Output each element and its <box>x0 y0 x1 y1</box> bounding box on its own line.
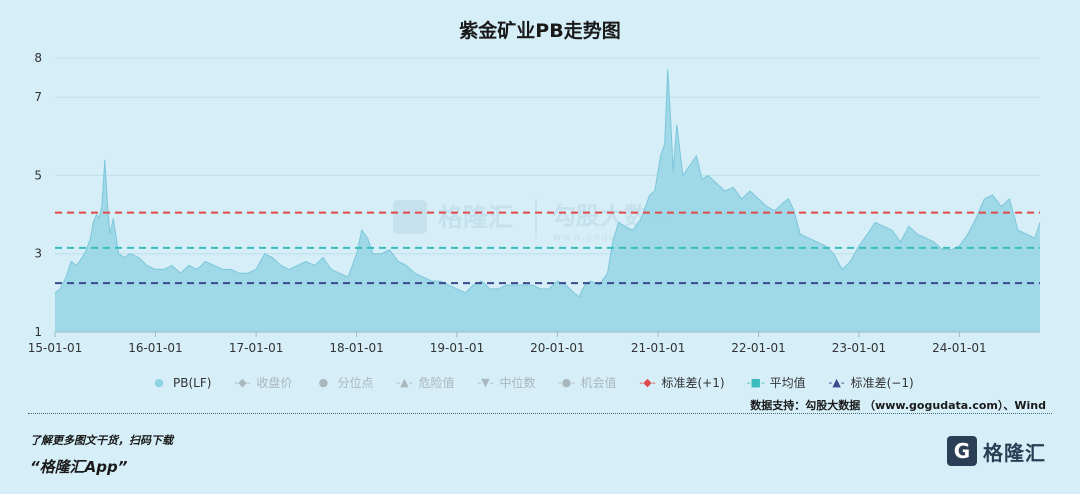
legend-label: 机会值 <box>580 376 617 390</box>
x-tick-label: 20-01-01 <box>530 341 584 355</box>
legend-item[interactable]: -▲- 标准差(−1) <box>828 374 914 391</box>
legend-label: 中位数 <box>499 376 536 390</box>
legend-symbol-icon: ● <box>154 376 164 389</box>
brand-name: 格隆汇 <box>983 440 1046 465</box>
legend-label: 分位点 <box>337 376 374 390</box>
legend-label: 标准差(−1) <box>850 376 914 390</box>
legend-label: PB(LF) <box>173 375 212 390</box>
legend-item[interactable]: ● PB(LF) <box>150 374 211 391</box>
legend-item[interactable]: -■- 平均值 <box>747 374 806 391</box>
legend-symbol-icon: ● <box>318 376 329 389</box>
y-tick-label: 3 <box>34 247 42 261</box>
watermark-logo-icon <box>393 200 427 234</box>
x-tick-label: 22-01-01 <box>731 341 785 355</box>
promo-app-name: “格隆汇App” <box>30 458 128 476</box>
legend-label: 标准差(+1) <box>661 376 725 390</box>
x-tick-label: 23-01-01 <box>832 341 886 355</box>
legend-symbol-icon: -◆- <box>234 376 251 389</box>
divider <box>28 413 1052 414</box>
data-source: 数据支持：勾股大数据 （www.gogudata.com）、Wind <box>750 399 1046 412</box>
x-tick-label: 18-01-01 <box>329 341 383 355</box>
legend-label: 收盘价 <box>256 376 293 390</box>
promo-text: 了解更多图文干货，扫码下载 <box>30 434 173 447</box>
legend-symbol-icon: -▲- <box>828 376 845 389</box>
x-tick-label: 19-01-01 <box>430 341 484 355</box>
legend-item[interactable]: -◆- 收盘价 <box>233 374 292 391</box>
legend-item[interactable]: -●- 机会值 <box>557 374 617 391</box>
legend-item[interactable]: -◆- 标准差(+1) <box>639 374 725 391</box>
pb-line <box>54 69 1041 298</box>
x-tick-label: 16-01-01 <box>128 341 182 355</box>
x-tick-label: 21-01-01 <box>631 341 685 355</box>
y-tick-label: 5 <box>34 168 42 182</box>
y-tick-label: 1 <box>34 325 42 339</box>
legend-symbol-icon: -■- <box>746 376 765 389</box>
x-tick-label: 15-01-01 <box>28 341 82 355</box>
x-tick-label: 17-01-01 <box>229 341 283 355</box>
legend-item[interactable]: -▲- 危险值 <box>395 374 454 391</box>
legend-symbol-icon: -▲- <box>396 376 413 389</box>
legend-label: 平均值 <box>769 376 806 390</box>
legend-label: 危险值 <box>418 376 455 390</box>
brand-logo: G 格隆汇 <box>947 436 1046 466</box>
legend-symbol-icon: -▼- <box>477 376 494 389</box>
y-tick-label: 7 <box>34 90 42 104</box>
legend-symbol-icon: -●- <box>557 376 576 389</box>
x-tick-label: 24-01-01 <box>932 341 986 355</box>
pb-area <box>55 69 1040 332</box>
brand-g-icon: G <box>947 436 977 466</box>
y-tick-label: 8 <box>34 51 42 65</box>
legend: ● PB(LF) -◆- 收盘价 ● 分位点 -▲- 危险值 -▼- 中位数 -●- 机会值 -◆- 标准… <box>150 374 950 391</box>
chart-title: 紫金矿业PB走势图 <box>459 20 621 42</box>
legend-symbol-icon: -◆- <box>639 376 656 389</box>
watermark-left-text: 格隆汇 <box>438 203 513 232</box>
legend-item[interactable]: -▼- 中位数 <box>476 374 535 391</box>
legend-item[interactable]: ● 分位点 <box>314 374 374 391</box>
